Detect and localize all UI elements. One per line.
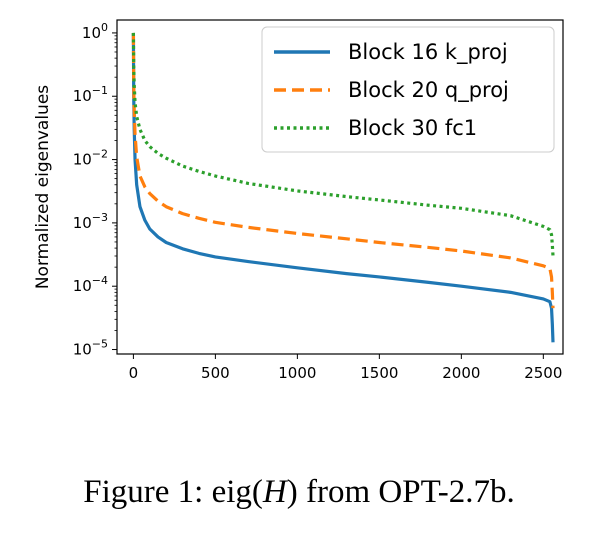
x-tick-label: 0: [129, 364, 139, 382]
figure-caption: Figure 1: eig(H) from OPT-2.7b.: [0, 474, 598, 511]
legend-label-1: Block 16 k_proj: [348, 40, 508, 65]
y-tick-label: 10−4: [73, 274, 108, 295]
y-tick-label: 10−2: [73, 148, 108, 169]
x-tick-label: 2000: [442, 364, 480, 382]
x-tick-label: 1500: [360, 364, 398, 382]
x-tick-label: 500: [201, 364, 230, 382]
y-tick-label: 100: [82, 21, 108, 42]
caption-prefix: Figure 1:: [83, 474, 212, 510]
caption-func: eig: [211, 474, 252, 510]
caption-variable: H: [262, 474, 287, 510]
caption-open-paren: (: [251, 474, 263, 510]
y-tick-label: 10−5: [73, 338, 108, 359]
series-line-3: [131, 32, 555, 257]
x-tick-label: 1000: [278, 364, 316, 382]
plot-area: [116, 19, 564, 355]
y-tick-label: 10−3: [73, 211, 108, 232]
caption-close-paren: ): [286, 474, 298, 510]
legend-box: [261, 26, 555, 153]
x-tick-label: 2500: [524, 364, 562, 382]
legend-label-3: Block 30 fc1: [348, 116, 477, 140]
y-axis: 100 10−1 10−2 10−3 10−4 10−5: [73, 21, 117, 359]
x-axis: 0 500 1000 1500 2000 2500: [129, 354, 562, 382]
legend-label-2: Block 20 q_proj: [348, 78, 509, 103]
series-line-2: [131, 32, 555, 309]
y-tick-label: 10−1: [73, 84, 108, 105]
series-line-1: [131, 32, 555, 343]
axes-frame: [116, 19, 564, 355]
caption-suffix: from OPT-2.7b.: [297, 474, 515, 510]
y-axis-label: Normalized eigenvalues: [33, 85, 53, 289]
legend: Block 16 k_proj Block 20 q_proj Block 30 f…: [261, 26, 555, 153]
series-lines: [131, 32, 555, 343]
eigenvalue-chart: 0 500 1000 1500 2000 2500 100 10−1 10−2 10−3 10−4…: [33, 19, 564, 382]
